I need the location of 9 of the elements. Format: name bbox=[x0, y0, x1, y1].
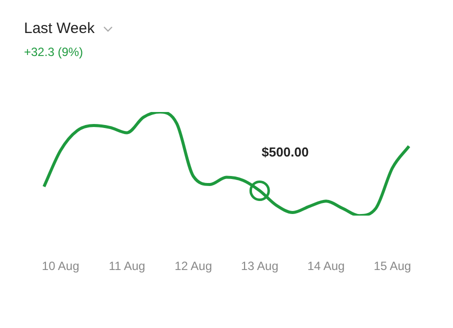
x-tick-label: 10 Aug bbox=[42, 259, 80, 274]
x-tick-label: 13 Aug bbox=[240, 259, 278, 274]
chart-title: Last Week bbox=[24, 20, 95, 37]
x-tick-label: 12 Aug bbox=[174, 259, 212, 274]
x-tick-label: 15 Aug bbox=[374, 259, 412, 274]
chart-subtitle: +32.3 (9%) bbox=[24, 45, 84, 59]
annotation: $500.00 bbox=[262, 144, 309, 160]
x-tick-label: 11 Aug bbox=[108, 259, 146, 274]
x-tick-label: 14 Aug bbox=[307, 259, 345, 274]
